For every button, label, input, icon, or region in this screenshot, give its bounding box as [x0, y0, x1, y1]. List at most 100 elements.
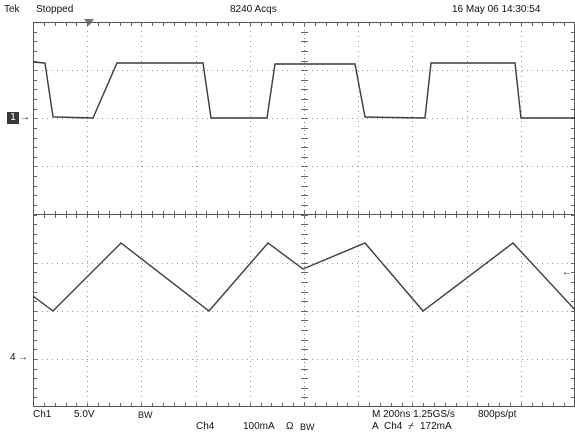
- grid-dot: [67, 118, 68, 119]
- grid-dot: [87, 76, 88, 77]
- grid-dot: [262, 311, 263, 312]
- grid-dot: [196, 106, 197, 107]
- grid-dot: [112, 359, 113, 360]
- grid-dot: [196, 196, 197, 197]
- grid-dot: [327, 359, 328, 360]
- grid-dot: [322, 311, 323, 312]
- grid-dot: [412, 311, 413, 312]
- grid-dot: [222, 166, 223, 167]
- trigger-slope-icon: ⌿: [408, 421, 414, 432]
- grid-dot: [412, 176, 413, 177]
- grid-dot: [392, 311, 393, 312]
- grid-dot: [521, 331, 522, 332]
- grid-dot: [247, 166, 248, 167]
- grid-dot: [141, 46, 142, 47]
- grid-dot: [52, 166, 53, 167]
- grid-dot: [357, 166, 358, 167]
- grid-dot: [521, 181, 522, 182]
- grid-dot: [358, 391, 359, 392]
- grid-dot: [412, 186, 413, 187]
- grid-dot: [196, 171, 197, 172]
- grid-dot: [77, 70, 78, 71]
- grid-dot: [222, 263, 223, 264]
- grid-dot: [521, 206, 522, 207]
- grid-dot: [467, 36, 468, 37]
- grid-dot: [87, 391, 88, 392]
- grid-dot: [412, 221, 413, 222]
- grid-dot: [272, 166, 273, 167]
- grid-dot: [512, 70, 513, 71]
- grid-dot: [72, 70, 73, 71]
- grid-dot: [487, 359, 488, 360]
- grid-dot: [197, 311, 198, 312]
- grid-dot: [521, 311, 522, 312]
- grid-dot: [372, 118, 373, 119]
- grid-dot: [237, 311, 238, 312]
- grid-dot: [196, 386, 197, 387]
- grid-dot: [427, 118, 428, 119]
- grid-dot: [487, 311, 488, 312]
- grid-dot: [250, 326, 251, 327]
- grid-dot: [252, 70, 253, 71]
- grid-dot: [467, 206, 468, 207]
- ch1-ground-marker[interactable]: 1: [7, 112, 19, 124]
- grid-dot: [472, 311, 473, 312]
- grid-dot: [212, 311, 213, 312]
- grid-dot: [372, 311, 373, 312]
- grid-dot: [147, 166, 148, 167]
- grid-dot: [137, 311, 138, 312]
- grid-dot: [192, 70, 193, 71]
- grid-dot: [87, 241, 88, 242]
- grid-dot: [141, 401, 142, 402]
- grid-dot: [412, 131, 413, 132]
- grid-dot: [467, 221, 468, 222]
- grid-dot: [141, 381, 142, 382]
- grid-dot: [557, 359, 558, 360]
- grid-dot: [467, 311, 468, 312]
- grid-dot: [132, 263, 133, 264]
- grid-dot: [358, 71, 359, 72]
- grid-dot: [52, 263, 53, 264]
- grid-dot: [357, 311, 358, 312]
- ch4-ground-marker[interactable]: →: [18, 352, 28, 363]
- grid-dot: [92, 70, 93, 71]
- grid-dot: [472, 263, 473, 264]
- grid-dot: [42, 311, 43, 312]
- grid-dot: [297, 359, 298, 360]
- grid-dot: [250, 196, 251, 197]
- grid-dot: [87, 291, 88, 292]
- grid-dot: [377, 359, 378, 360]
- grid-dot: [462, 70, 463, 71]
- grid-dot: [141, 136, 142, 137]
- grid-dot: [252, 311, 253, 312]
- grid-dot: [332, 311, 333, 312]
- grid-dot: [141, 91, 142, 92]
- grid-dot: [412, 306, 413, 307]
- grid-dot: [467, 271, 468, 272]
- grid-dot: [547, 166, 548, 167]
- grid-dot: [337, 311, 338, 312]
- grid-dot: [196, 371, 197, 372]
- grid-dot: [521, 41, 522, 42]
- grid-dot: [521, 276, 522, 277]
- grid-dot: [127, 70, 128, 71]
- grid-dot: [87, 166, 88, 167]
- grid-dot: [358, 196, 359, 197]
- trigger-level-marker[interactable]: ←: [562, 267, 572, 278]
- grid-dot: [87, 341, 88, 342]
- grid-dot: [252, 263, 253, 264]
- grid-dot: [467, 341, 468, 342]
- grid-dot: [102, 263, 103, 264]
- grid-dot: [272, 70, 273, 71]
- grid-dot: [117, 311, 118, 312]
- grid-dot: [87, 146, 88, 147]
- grid-dot: [497, 311, 498, 312]
- grid-dot: [347, 118, 348, 119]
- grid-dot: [412, 381, 413, 382]
- grid-dot: [482, 311, 483, 312]
- grid-dot: [282, 166, 283, 167]
- grid-dot: [521, 341, 522, 342]
- grid-dot: [557, 311, 558, 312]
- grid-dot: [87, 191, 88, 192]
- grid-dot: [157, 166, 158, 167]
